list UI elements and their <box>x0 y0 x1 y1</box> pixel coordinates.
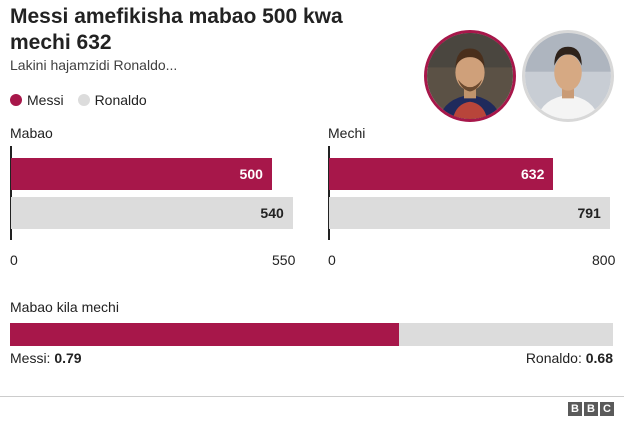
chart-title: Messi amefikisha mabao 500 kwa mechi 632 <box>10 5 343 54</box>
ratio-label-ronaldo-value: 0.68 <box>585 350 613 366</box>
matches-axis-line <box>328 146 330 240</box>
ratio-track-ronaldo <box>10 323 613 346</box>
legend-label-ronaldo: Ronaldo <box>94 92 147 108</box>
footer-divider <box>0 396 624 397</box>
ratio-label-ronaldo: Ronaldo: 0.68 <box>526 350 613 366</box>
legend-label-messi: Messi <box>27 92 64 108</box>
legend-item-ronaldo: Ronaldo <box>77 92 147 108</box>
ratio-label-messi: Messi: 0.79 <box>10 350 82 366</box>
bbc-logo-letter-1: B <box>568 402 582 416</box>
matches-bar-ronaldo: 791 <box>329 197 610 229</box>
bbc-logo-letter-2: B <box>584 402 598 416</box>
ratio-label-ronaldo-name: Ronaldo: <box>525 350 586 366</box>
matches-tick-min: 0 <box>328 252 336 268</box>
legend-item-messi: Messi <box>10 92 64 108</box>
ronaldo-portrait-image <box>525 33 611 119</box>
bbc-logo: B B C <box>566 402 614 416</box>
matches-bar-messi-label: 632 <box>521 166 545 182</box>
legend: Messi Ronaldo <box>10 92 161 108</box>
chart-subtitle: Lakini hajamzidi Ronaldo... <box>10 57 178 73</box>
ratio-label-messi-name: Messi: <box>10 350 55 366</box>
matches-tick-max: 800 <box>592 252 616 268</box>
goals-bar-messi-label: 500 <box>239 166 263 182</box>
goals-bar-ronaldo: 540 <box>11 197 293 229</box>
matches-chart-title: Mechi <box>328 125 366 141</box>
matches-bar-ronaldo-label: 791 <box>577 205 601 221</box>
goals-tick-min: 0 <box>10 252 18 268</box>
ratio-chart-title: Mabao kila mechi <box>10 299 119 315</box>
goals-bar-ronaldo-label: 540 <box>260 205 284 221</box>
ratio-fill-messi <box>10 323 399 346</box>
ratio-label-messi-value: 0.79 <box>54 350 82 366</box>
messi-portrait-image <box>427 33 513 119</box>
ronaldo-portrait <box>522 30 614 122</box>
goals-chart-title: Mabao <box>10 125 53 141</box>
legend-swatch-ronaldo <box>77 94 90 106</box>
goals-axis-line <box>10 146 12 240</box>
legend-swatch-messi <box>10 94 22 106</box>
bbc-logo-letter-3: C <box>600 402 614 416</box>
goals-bar-messi: 500 <box>11 158 272 190</box>
messi-portrait <box>424 30 516 122</box>
matches-bar-messi: 632 <box>329 158 554 190</box>
goals-tick-max: 550 <box>272 252 296 268</box>
